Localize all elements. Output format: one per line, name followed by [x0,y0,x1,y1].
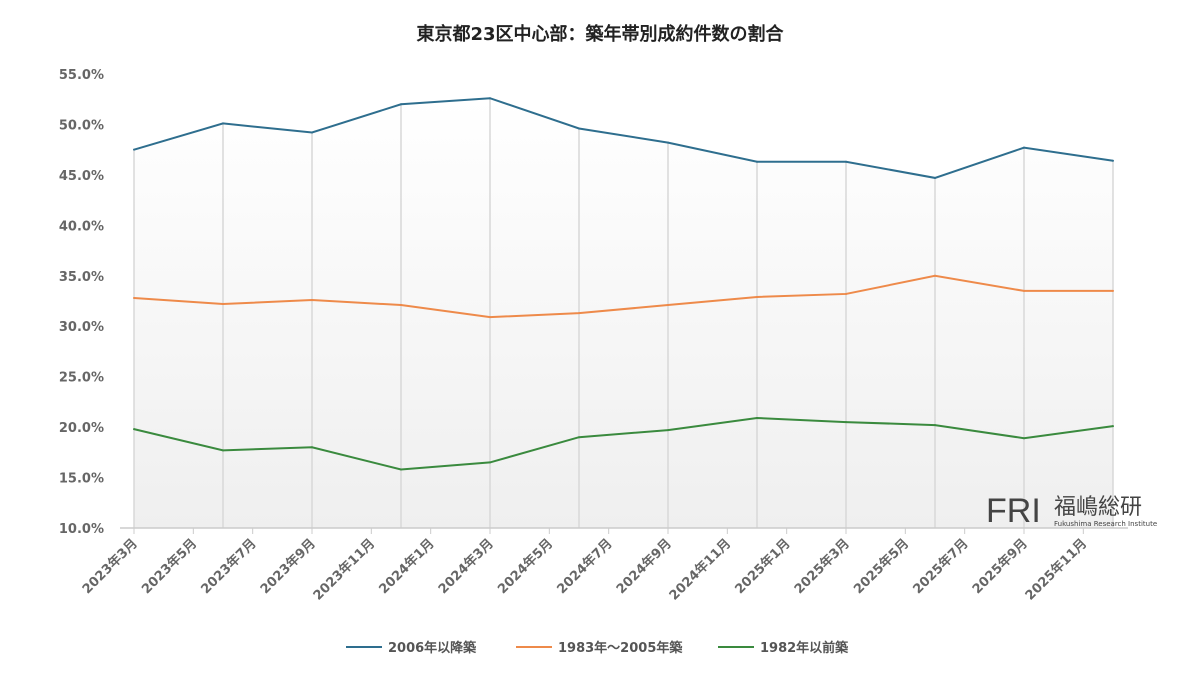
x-tick-label: 2025年7月 [910,536,972,598]
data-point [578,127,580,130]
logo-sub: Fukushima Research Institute [1054,520,1157,528]
x-tick-label: 2023年5月 [138,536,200,598]
data-point [578,436,580,439]
x-tick-label: 2025年5月 [850,536,912,598]
data-point [934,424,936,427]
legend-item[interactable]: 1982年以前築 [718,640,849,656]
y-tick-label: 15.0% [59,472,104,487]
x-tick-label: 2023年11月 [310,536,378,604]
data-point [756,417,758,420]
x-tick-label: 2025年3月 [791,536,853,598]
y-tick-label: 20.0% [59,421,104,436]
x-tick-label: 2024年11月 [666,536,734,604]
data-point [133,428,135,431]
x-tick-label: 2024年9月 [613,536,675,598]
legend-label: 1982年以前築 [760,640,849,656]
data-point [400,468,402,471]
data-point [1112,289,1114,292]
x-tick-label: 2024年3月 [435,536,497,598]
legend-item[interactable]: 1983年～2005年築 [516,640,683,656]
y-tick-label: 30.0% [59,320,104,335]
data-point [578,312,580,315]
x-tick-label: 2025年11月 [1022,536,1090,604]
x-tick-label: 2025年1月 [732,536,794,598]
x-tick-label: 2024年7月 [554,536,616,598]
data-point [222,449,224,452]
series-line [133,97,1114,179]
data-point [845,160,847,163]
data-point [222,303,224,306]
data-point [222,122,224,125]
data-point [1023,146,1025,149]
data-point [489,97,491,100]
data-point [934,274,936,277]
data-point [400,103,402,106]
y-tick-label: 35.0% [59,270,104,285]
data-point [934,176,936,179]
data-point [756,160,758,163]
data-point [400,304,402,307]
legend-label: 2006年以降築 [388,640,477,656]
logo-mark: FRI [986,492,1041,530]
plot-area [134,98,1113,529]
data-point [489,461,491,464]
data-point [311,131,313,134]
data-point [845,292,847,295]
data-point [1023,289,1025,292]
data-point [133,296,135,299]
data-point [1112,159,1114,162]
legend-item[interactable]: 2006年以降築 [346,640,477,656]
data-point [311,446,313,449]
x-tick-label: 2023年9月 [257,536,319,598]
y-tick-label: 25.0% [59,371,104,386]
data-point [667,141,669,144]
logo-name: 福嶋総研 [1054,495,1142,520]
data-point [667,429,669,432]
series-line [133,417,1114,471]
y-tick-label: 10.0% [59,522,104,537]
x-tick-label: 2024年1月 [376,536,438,598]
legend-label: 1983年～2005年築 [558,640,683,656]
x-tick-label: 2023年3月 [79,536,141,598]
data-point [489,316,491,319]
logo: FRI 福嶋総研 Fukushima Research Institute [986,492,1157,530]
data-point [1112,425,1114,428]
data-point [756,295,758,298]
data-point [845,421,847,424]
y-tick-label: 55.0% [59,68,104,83]
chart-title: 東京都23区中心部：築年帯別成約件数の割合 [416,23,784,45]
y-tick-label: 40.0% [59,219,104,234]
y-tick-label: 50.0% [59,118,104,133]
series-line [133,274,1113,319]
x-tick-label: 2025年9月 [969,536,1031,598]
y-tick-label: 45.0% [59,169,104,184]
x-tick-label: 2023年7月 [198,536,260,598]
data-point [311,298,313,301]
data-point [1023,437,1025,440]
data-point [133,148,135,151]
x-tick-label: 2024年5月 [494,536,556,598]
data-point [667,304,669,307]
